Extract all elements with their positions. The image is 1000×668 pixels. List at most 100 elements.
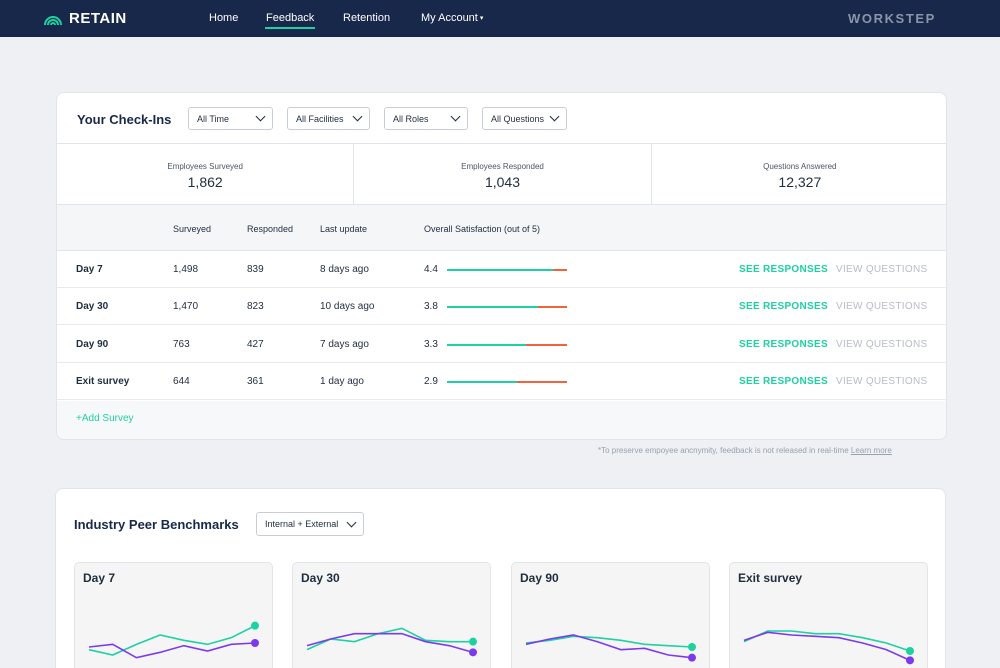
chevron-down-icon — [352, 111, 363, 122]
last-update: 1 day ago — [320, 376, 364, 387]
view-questions-link[interactable]: VIEW QUESTIONS — [836, 301, 928, 312]
stat-label: Employees Responded — [461, 162, 544, 171]
benchmark-chart-card[interactable]: Day 30 — [292, 562, 491, 668]
view-questions-link[interactable]: VIEW QUESTIONS — [836, 339, 928, 350]
add-survey-row: +Add Survey — [57, 401, 946, 439]
benchmark-chart-card[interactable]: Day 7 — [74, 562, 273, 668]
satisfaction-score: 4.4 — [424, 264, 438, 275]
last-update: 8 days ago — [320, 264, 369, 275]
role-filter-select[interactable]: All Roles — [384, 107, 468, 130]
benchmarks-title: Industry Peer Benchmarks — [74, 517, 239, 532]
benchmark-filter-select[interactable]: Internal + External — [256, 512, 364, 536]
facility-filter-select[interactable]: All Facilities — [287, 107, 370, 130]
surveyed-count: 644 — [173, 376, 190, 387]
responded-count: 839 — [247, 264, 264, 275]
internal-series-endpoint — [906, 647, 914, 655]
satisfaction-bar — [447, 306, 567, 308]
see-responses-link[interactable]: SEE RESPONSES — [739, 376, 828, 387]
internal-series-endpoint — [688, 643, 696, 651]
brand[interactable]: RETAIN — [43, 9, 127, 27]
see-responses-link[interactable]: SEE RESPONSES — [739, 301, 828, 312]
role-filter-value: All Roles — [393, 113, 429, 124]
responded-count: 427 — [247, 339, 264, 350]
learn-more-link[interactable]: Learn more — [850, 446, 892, 455]
stat-label: Employees Surveyed — [167, 162, 243, 171]
see-responses-link[interactable]: SEE RESPONSES — [739, 339, 828, 350]
external-series-line — [88, 642, 256, 659]
satisfaction-bar — [447, 269, 567, 271]
stat-answered: Questions Answered 12,327 — [652, 144, 946, 204]
view-questions-link[interactable]: VIEW QUESTIONS — [836, 376, 928, 387]
survey-name: Day 7 — [76, 264, 103, 275]
stat-label: Questions Answered — [763, 162, 837, 171]
nav-active-indicator — [265, 27, 315, 29]
benchmark-chart-card[interactable]: Day 90 — [511, 562, 710, 668]
nav-home[interactable]: Home — [209, 12, 239, 24]
view-questions-link[interactable]: VIEW QUESTIONS — [836, 264, 928, 275]
table-row: Day 90 763 427 7 days ago 3.3 SEE RESPONSES VI… — [57, 326, 946, 363]
column-header: Overall Satisfaction (out of 5) — [424, 224, 541, 234]
add-survey-button[interactable]: +Add Survey — [76, 413, 134, 424]
survey-name: Day 90 — [76, 339, 109, 350]
nav-retention[interactable]: Retention — [343, 12, 391, 24]
satisfied-segment — [447, 381, 517, 383]
satisfied-segment — [447, 344, 526, 346]
chevron-down-icon: ▾ — [479, 15, 484, 22]
satisfaction-score: 3.3 — [424, 339, 438, 350]
question-filter-value: All Questions — [491, 113, 545, 124]
brand-name: RETAIN — [69, 9, 127, 27]
satisfaction-score: 2.9 — [424, 376, 438, 387]
benchmark-chart-title: Day 90 — [520, 571, 559, 585]
internal-series-line — [306, 627, 473, 651]
responded-count: 823 — [247, 301, 264, 312]
satisfaction-bar — [447, 381, 567, 383]
summary-stats: Employees Surveyed 1,862 Employees Respo… — [57, 143, 946, 205]
internal-series-line — [88, 624, 256, 656]
unsatisfied-segment — [553, 269, 567, 271]
nav-my-account[interactable]: My Account ▾ — [421, 12, 483, 24]
internal-series-endpoint — [469, 637, 477, 646]
survey-name: Day 30 — [76, 301, 109, 312]
table-row: Exit survey 644 361 1 day ago 2.9 SEE RESPONS… — [57, 363, 946, 400]
external-series-line — [743, 631, 911, 662]
survey-name: Exit survey — [76, 376, 130, 387]
satisfaction-score: 3.8 — [424, 301, 438, 312]
question-filter-select[interactable]: All Questions — [482, 107, 567, 130]
responded-count: 361 — [247, 376, 264, 387]
benchmark-chart-title: Day 30 — [301, 571, 340, 585]
unsatisfied-segment — [526, 344, 567, 346]
top-nav: RETAIN Home Feedback Retention My Accoun… — [0, 0, 1000, 37]
external-series-endpoint — [251, 639, 259, 647]
benchmark-filter-value: Internal + External — [265, 519, 339, 529]
chevron-down-icon — [450, 111, 461, 122]
external-series-line — [306, 632, 474, 654]
internal-series-endpoint — [251, 621, 259, 630]
benchmark-line-chart — [306, 627, 477, 657]
nav-my-account-label: My Account — [421, 12, 478, 24]
benchmark-line-chart — [525, 634, 696, 662]
see-responses-link[interactable]: SEE RESPONSES — [739, 264, 828, 275]
time-filter-value: All Time — [197, 113, 230, 124]
table-header: Surveyed Responded Last update Overall S… — [57, 205, 946, 251]
internal-series-line — [743, 630, 911, 652]
external-series-endpoint — [688, 653, 696, 662]
benchmark-line-chart — [743, 630, 914, 665]
nav-feedback[interactable]: Feedback — [266, 12, 315, 24]
table-row: Day 7 1,498 839 8 days ago 4.4 SEE RESPONSES V… — [57, 251, 946, 288]
stat-value: 1,862 — [187, 174, 223, 190]
rainbow-logo-icon — [44, 16, 62, 26]
external-series-line — [525, 634, 693, 659]
checkins-card: Your Check-Ins All Time All Facilities A… — [56, 92, 947, 440]
table-row: Day 30 1,470 823 10 days ago 3.8 SEE RESPONSE… — [57, 288, 946, 325]
last-update: 7 days ago — [320, 339, 369, 350]
benchmark-line-chart — [88, 621, 259, 659]
chevron-down-icon — [549, 111, 560, 122]
time-filter-select[interactable]: All Time — [188, 107, 273, 130]
surveyed-count: 1,498 — [173, 264, 199, 275]
benchmark-chart-title: Exit survey — [738, 571, 803, 585]
chevron-down-icon — [346, 517, 357, 527]
stat-value: 12,327 — [778, 174, 822, 190]
chevron-down-icon — [255, 111, 266, 122]
stat-responded: Employees Responded 1,043 — [354, 144, 652, 204]
benchmark-chart-card[interactable]: Exit survey — [729, 562, 928, 668]
